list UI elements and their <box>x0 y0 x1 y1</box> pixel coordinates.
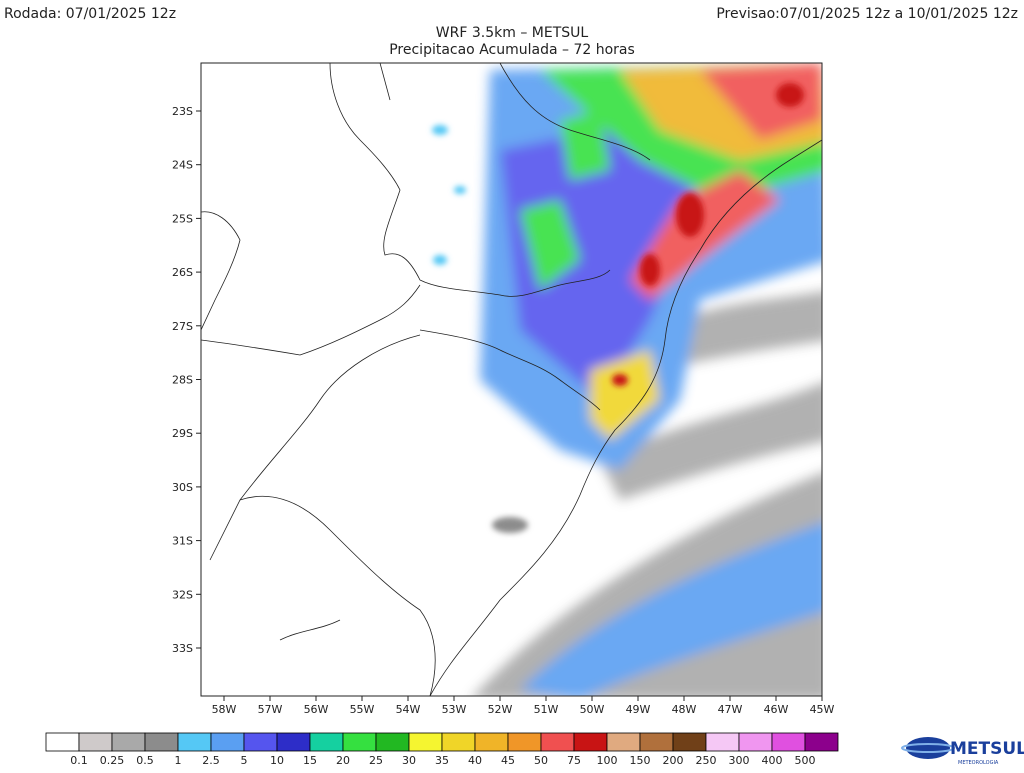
colorbar-label: 150 <box>630 754 651 767</box>
lon-label: 54W <box>396 703 421 716</box>
colorbar-label: 20 <box>336 754 350 767</box>
colorbar-label: 30 <box>402 754 416 767</box>
lat-label: 31S <box>172 535 193 548</box>
colorbar-swatch <box>672 732 707 752</box>
lon-label: 55W <box>350 703 375 716</box>
colorbar-label: 0.1 <box>70 754 88 767</box>
lon-label: 58W <box>212 703 237 716</box>
lat-label: 24S <box>172 159 193 172</box>
colorbar-label: 400 <box>762 754 783 767</box>
logo-ring <box>901 743 955 753</box>
colorbar-swatch <box>144 732 179 752</box>
lon-label: 45W <box>810 703 835 716</box>
lat-label: 25S <box>172 212 193 225</box>
title: WRF 3.5km – METSUL <box>436 25 589 41</box>
colorbar-label: 2.5 <box>202 754 220 767</box>
colorbar-swatch <box>45 732 80 752</box>
colorbar-label: 200 <box>663 754 684 767</box>
colorbar-swatch <box>210 732 245 752</box>
colorbar-swatch <box>78 732 113 752</box>
colorbar-label: 75 <box>567 754 581 767</box>
colorbar-label: 15 <box>303 754 317 767</box>
lat-label: 30S <box>172 481 193 494</box>
colorbar-swatch <box>177 732 212 752</box>
colorbar-label: 25 <box>369 754 383 767</box>
colorbar-swatch <box>639 732 674 752</box>
colorbar-label: 5 <box>241 754 248 767</box>
logo-name: METSUL <box>950 739 1024 759</box>
colorbar-label: 0.5 <box>136 754 154 767</box>
logo-tagline: METEOROLOGIA <box>958 760 999 766</box>
lon-label: 48W <box>672 703 697 716</box>
colorbar-swatch <box>606 732 641 752</box>
precip-field <box>432 63 822 696</box>
colorbar-swatch <box>474 732 509 752</box>
lat-label: 27S <box>172 320 193 333</box>
colorbar-label: 0.25 <box>100 754 125 767</box>
colorbar-swatch <box>540 732 575 752</box>
colorbar-label: 500 <box>795 754 816 767</box>
forecast-label: Previsao:07/01/2025 12z a 10/01/2025 12z <box>716 6 1018 22</box>
boundaries <box>201 63 822 696</box>
colorbar-swatch <box>738 732 773 752</box>
colorbar-label: 250 <box>696 754 717 767</box>
colorbar-swatch <box>441 732 476 752</box>
logo: METSUL METEOROLOGIA <box>901 737 1024 766</box>
colorbar-swatch <box>705 732 740 752</box>
lat-label: 29S <box>172 427 193 440</box>
lat-label: 28S <box>172 374 193 387</box>
colorbar-swatch <box>573 732 608 752</box>
colorbar-label: 100 <box>597 754 618 767</box>
colorbar-label: 1 <box>175 754 182 767</box>
lon-label: 49W <box>626 703 651 716</box>
colorbar-swatch <box>276 732 311 752</box>
colorbar-label: 45 <box>501 754 515 767</box>
lat-label: 32S <box>172 588 193 601</box>
lon-label: 46W <box>764 703 789 716</box>
lat-label: 26S <box>172 266 193 279</box>
colorbar-swatch <box>771 732 806 752</box>
colorbar-label: 10 <box>270 754 284 767</box>
lon-label: 56W <box>304 703 329 716</box>
lat-label: 23S <box>172 105 193 118</box>
lon-label: 51W <box>534 703 559 716</box>
colorbar-label: 50 <box>534 754 548 767</box>
subtitle: Precipitacao Acumulada – 72 horas <box>389 42 635 58</box>
colorbar-label: 35 <box>435 754 449 767</box>
colorbar-swatch <box>309 732 344 752</box>
colorbar-label: 40 <box>468 754 482 767</box>
colorbar-swatch <box>375 732 410 752</box>
lat-label: 33S <box>172 642 193 655</box>
run-label: Rodada: 07/01/2025 12z <box>4 6 176 22</box>
colorbar-swatch <box>111 732 146 752</box>
colorbar-swatch <box>408 732 443 752</box>
lon-label: 53W <box>442 703 467 716</box>
colorbar-swatch <box>507 732 542 752</box>
logo-globe <box>906 737 950 759</box>
lon-label: 50W <box>580 703 605 716</box>
lon-label: 52W <box>488 703 513 716</box>
colorbar-label: 300 <box>729 754 750 767</box>
lon-label: 57W <box>258 703 283 716</box>
colorbar-swatch <box>243 732 278 752</box>
lon-label: 47W <box>718 703 743 716</box>
colorbar-swatch <box>804 732 839 752</box>
colorbar-swatch <box>342 732 377 752</box>
